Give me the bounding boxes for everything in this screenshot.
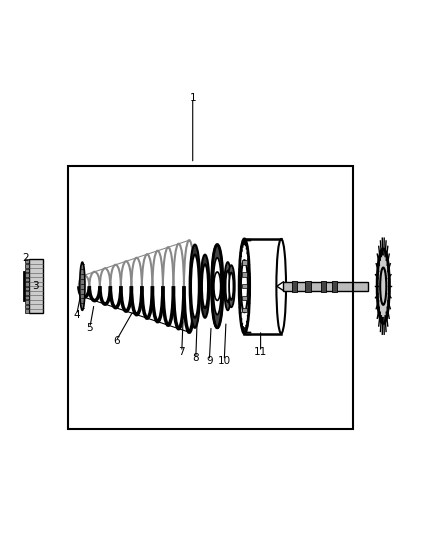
Ellipse shape (276, 239, 286, 334)
Bar (25, 282, 29, 286)
Bar (68, 166, 353, 429)
Bar (242, 272, 247, 277)
Ellipse shape (239, 239, 250, 334)
Ellipse shape (226, 271, 230, 302)
Bar (321, 280, 326, 292)
Text: 7: 7 (178, 347, 185, 357)
Text: 1: 1 (189, 93, 196, 103)
Ellipse shape (202, 264, 208, 308)
Bar (25, 278, 29, 281)
Text: 5: 5 (86, 323, 93, 333)
Ellipse shape (224, 262, 231, 310)
Bar (29, 259, 43, 313)
Text: 9: 9 (206, 356, 213, 366)
Bar (25, 273, 29, 277)
Bar (25, 300, 29, 304)
Bar (25, 260, 29, 263)
Bar (25, 264, 29, 268)
Ellipse shape (229, 272, 233, 300)
Bar (25, 287, 29, 290)
Text: 4: 4 (73, 310, 80, 320)
Ellipse shape (190, 245, 200, 328)
Ellipse shape (201, 255, 209, 318)
Bar (25, 309, 29, 313)
Text: 10: 10 (218, 356, 231, 366)
Bar (242, 296, 247, 300)
Ellipse shape (212, 245, 223, 328)
Text: 2: 2 (22, 253, 29, 263)
Ellipse shape (228, 265, 235, 307)
Text: 8: 8 (192, 353, 199, 364)
Ellipse shape (80, 262, 85, 310)
Bar (242, 284, 247, 288)
Ellipse shape (213, 258, 221, 314)
Text: 6: 6 (113, 336, 120, 346)
Bar (25, 305, 29, 309)
Ellipse shape (377, 249, 389, 324)
Bar (242, 308, 247, 312)
Bar (242, 260, 247, 265)
Bar (25, 291, 29, 295)
Text: 11: 11 (254, 347, 267, 357)
Text: 3: 3 (32, 281, 39, 291)
Bar (25, 269, 29, 272)
Bar (283, 282, 368, 290)
Bar (292, 280, 297, 292)
Bar (305, 280, 311, 292)
Ellipse shape (191, 255, 199, 318)
Bar (25, 296, 29, 300)
Bar (332, 280, 337, 292)
